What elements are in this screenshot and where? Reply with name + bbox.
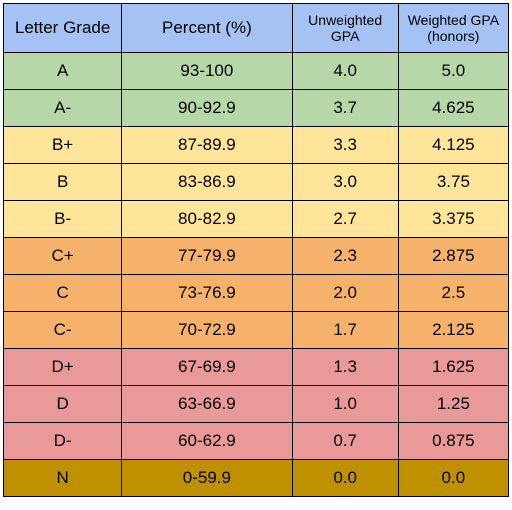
cell-grade: B [2, 163, 123, 201]
cell-grade: B- [2, 200, 123, 238]
header-unweighted-line1: Unweighted [308, 12, 383, 28]
table-row: A- 90-92.9 3.7 4.625 [2, 89, 510, 127]
cell-unweighted: 2.7 [291, 200, 399, 238]
cell-unweighted: 2.3 [291, 237, 399, 275]
header-letter-grade: Letter Grade [2, 3, 123, 53]
cell-unweighted: 2.0 [291, 274, 399, 312]
cell-percent: 60-62.9 [121, 422, 293, 460]
grade-rows: A 93-100 4.0 5.0 A- 90-92.9 3.7 4.625 B+… [2, 52, 510, 497]
cell-unweighted: 1.3 [291, 348, 399, 386]
cell-unweighted: 0.7 [291, 422, 399, 460]
table-row: A 93-100 4.0 5.0 [2, 52, 510, 90]
header-weighted-line1: Weighted GPA [407, 12, 500, 28]
table-row: N 0-59.9 0.0 0.0 [2, 459, 510, 497]
cell-grade: B+ [2, 126, 123, 164]
cell-grade: C+ [2, 237, 123, 275]
cell-grade: D- [2, 422, 123, 460]
header-unweighted-line2: GPA [330, 28, 360, 44]
cell-unweighted: 3.0 [291, 163, 399, 201]
cell-grade: D+ [2, 348, 123, 386]
cell-percent: 67-69.9 [121, 348, 293, 386]
cell-unweighted: 3.3 [291, 126, 399, 164]
table-row: C 73-76.9 2.0 2.5 [2, 274, 510, 312]
cell-percent: 80-82.9 [121, 200, 293, 238]
cell-weighted: 2.125 [397, 311, 510, 349]
cell-unweighted: 1.0 [291, 385, 399, 423]
cell-weighted: 4.125 [397, 126, 510, 164]
cell-percent: 0-59.9 [121, 459, 293, 497]
cell-unweighted: 3.7 [291, 89, 399, 127]
cell-grade: A- [2, 89, 123, 127]
cell-weighted: 1.25 [397, 385, 510, 423]
cell-percent: 87-89.9 [121, 126, 293, 164]
cell-weighted: 0.875 [397, 422, 510, 460]
cell-unweighted: 1.7 [291, 311, 399, 349]
table-row: B+ 87-89.9 3.3 4.125 [2, 126, 510, 164]
cell-percent: 83-86.9 [121, 163, 293, 201]
table-row: B- 80-82.9 2.7 3.375 [2, 200, 510, 238]
header-weighted-line2: (honors) [427, 28, 480, 44]
cell-percent: 70-72.9 [121, 311, 293, 349]
cell-percent: 73-76.9 [121, 274, 293, 312]
cell-weighted: 5.0 [397, 52, 510, 90]
header-weighted-gpa: Weighted GPA (honors) [397, 3, 510, 53]
cell-percent: 90-92.9 [121, 89, 293, 127]
cell-percent: 93-100 [121, 52, 293, 90]
cell-grade: A [2, 52, 123, 90]
cell-weighted: 2.5 [397, 274, 510, 312]
cell-weighted: 4.625 [397, 89, 510, 127]
grade-scale-table: Letter Grade Percent (%) Unweighted GPA … [2, 3, 510, 497]
table-row: B 83-86.9 3.0 3.75 [2, 163, 510, 201]
header-unweighted-gpa: Unweighted GPA [291, 3, 399, 53]
table-row: D+ 67-69.9 1.3 1.625 [2, 348, 510, 386]
header-percent: Percent (%) [121, 3, 293, 53]
header-row: Letter Grade Percent (%) Unweighted GPA … [2, 3, 510, 53]
table-row: D 63-66.9 1.0 1.25 [2, 385, 510, 423]
cell-grade: N [2, 459, 123, 497]
cell-unweighted: 4.0 [291, 52, 399, 90]
cell-weighted: 3.75 [397, 163, 510, 201]
cell-grade: C- [2, 311, 123, 349]
cell-grade: D [2, 385, 123, 423]
cell-weighted: 1.625 [397, 348, 510, 386]
table-row: C+ 77-79.9 2.3 2.875 [2, 237, 510, 275]
cell-weighted: 3.375 [397, 200, 510, 238]
cell-percent: 63-66.9 [121, 385, 293, 423]
cell-weighted: 0.0 [397, 459, 510, 497]
cell-grade: C [2, 274, 123, 312]
table-row: D- 60-62.9 0.7 0.875 [2, 422, 510, 460]
cell-weighted: 2.875 [397, 237, 510, 275]
cell-percent: 77-79.9 [121, 237, 293, 275]
table-row: C- 70-72.9 1.7 2.125 [2, 311, 510, 349]
cell-unweighted: 0.0 [291, 459, 399, 497]
